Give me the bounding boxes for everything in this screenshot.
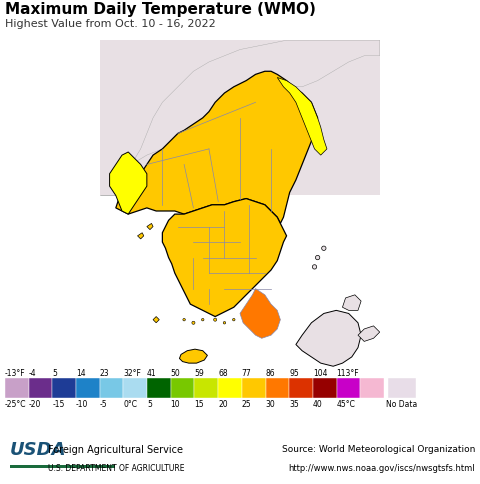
Circle shape — [322, 246, 326, 251]
Text: 86: 86 — [265, 368, 275, 377]
Bar — [147, 378, 171, 398]
Text: 10: 10 — [171, 399, 180, 408]
Text: Source: World Meteorological Organization: Source: World Meteorological Organizatio… — [282, 444, 475, 453]
Polygon shape — [100, 41, 380, 196]
Polygon shape — [342, 295, 361, 311]
Text: U.S. DEPARTMENT OF AGRICULTURE: U.S. DEPARTMENT OF AGRICULTURE — [48, 463, 184, 472]
Text: -5: -5 — [100, 399, 107, 408]
Text: 15: 15 — [194, 399, 204, 408]
Bar — [265, 378, 289, 398]
Polygon shape — [100, 41, 380, 196]
Text: Maximum Daily Temperature (WMO): Maximum Daily Temperature (WMO) — [5, 2, 316, 17]
Text: 40: 40 — [313, 399, 323, 408]
Text: 45°C: 45°C — [336, 399, 356, 408]
Text: -4: -4 — [28, 368, 36, 377]
Text: 23: 23 — [100, 368, 109, 377]
Text: -10: -10 — [76, 399, 88, 408]
Text: 68: 68 — [218, 368, 228, 377]
Text: 35: 35 — [289, 399, 299, 408]
Text: 41: 41 — [147, 368, 156, 377]
Text: 95: 95 — [289, 368, 299, 377]
Text: Highest Value from Oct. 10 - 16, 2022: Highest Value from Oct. 10 - 16, 2022 — [5, 19, 216, 29]
Bar — [171, 378, 194, 398]
Text: 113°F: 113°F — [336, 368, 359, 377]
Polygon shape — [240, 289, 280, 339]
Bar — [5, 378, 28, 398]
Text: 50: 50 — [171, 368, 180, 377]
Circle shape — [183, 319, 185, 321]
Text: 32°F: 32°F — [123, 368, 141, 377]
Text: -15: -15 — [52, 399, 65, 408]
Bar — [100, 378, 123, 398]
Text: 5: 5 — [52, 368, 57, 377]
Circle shape — [232, 319, 235, 321]
Text: 30: 30 — [265, 399, 275, 408]
Bar — [52, 378, 76, 398]
Polygon shape — [162, 199, 287, 317]
Text: 59: 59 — [194, 368, 204, 377]
Text: -13°F: -13°F — [5, 368, 25, 377]
Text: 104: 104 — [313, 368, 327, 377]
Polygon shape — [138, 233, 144, 240]
Bar — [10, 465, 115, 469]
Bar — [218, 378, 242, 398]
Circle shape — [214, 318, 216, 321]
Circle shape — [202, 319, 204, 321]
Text: 77: 77 — [242, 368, 252, 377]
Circle shape — [192, 321, 195, 325]
Bar — [388, 378, 416, 398]
Text: 0°C: 0°C — [123, 399, 137, 408]
Bar — [360, 378, 384, 398]
Polygon shape — [116, 72, 318, 224]
Circle shape — [312, 265, 317, 270]
Text: Foreign Agricultural Service: Foreign Agricultural Service — [48, 444, 183, 454]
Polygon shape — [147, 224, 153, 230]
Bar — [76, 378, 100, 398]
Text: -20: -20 — [28, 399, 41, 408]
Text: 25: 25 — [242, 399, 252, 408]
Bar — [242, 378, 265, 398]
Text: 14: 14 — [76, 368, 85, 377]
Text: USDA: USDA — [10, 440, 66, 458]
Bar — [313, 378, 336, 398]
Polygon shape — [180, 349, 207, 363]
Text: http://www.nws.noaa.gov/iscs/nwsgtsfs.html: http://www.nws.noaa.gov/iscs/nwsgtsfs.ht… — [288, 463, 475, 472]
Bar — [123, 378, 147, 398]
Polygon shape — [277, 78, 327, 156]
Text: 5: 5 — [147, 399, 152, 408]
Polygon shape — [358, 326, 380, 342]
Circle shape — [315, 256, 320, 260]
Polygon shape — [296, 311, 361, 366]
Polygon shape — [153, 317, 159, 323]
Text: 20: 20 — [218, 399, 228, 408]
Bar — [194, 378, 218, 398]
Circle shape — [223, 322, 226, 324]
Bar — [336, 378, 360, 398]
Bar — [289, 378, 313, 398]
Bar — [28, 378, 52, 398]
Text: No Data: No Data — [386, 399, 418, 408]
Text: -25°C: -25°C — [5, 399, 26, 408]
Polygon shape — [109, 152, 147, 215]
